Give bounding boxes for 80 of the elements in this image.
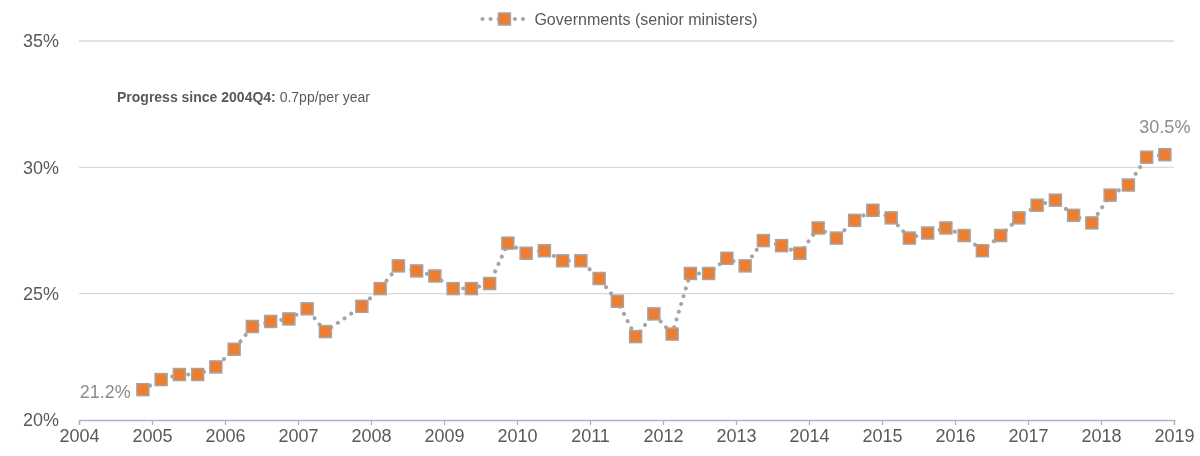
x-tick-label: 2006 [205,425,246,446]
point [993,228,1008,243]
point [683,266,698,281]
point [1139,150,1154,164]
point [884,211,898,225]
point [975,243,990,258]
x-tick-label: 2013 [716,425,757,446]
point [1121,178,1136,192]
x-tick-label: 2016 [935,425,976,446]
point [537,243,552,258]
point [1103,188,1117,202]
point [866,203,880,218]
point [318,324,333,339]
point [190,367,205,382]
point [1085,216,1099,230]
point [355,299,369,314]
y-tick-label: 30% [22,157,59,178]
legend-label: Governments (senior ministers) [534,11,758,28]
point [574,254,588,268]
y-tick-label: 35% [22,31,59,52]
point [793,246,807,260]
point [738,259,752,273]
point [701,266,716,281]
x-tick-label: 2015 [862,425,903,446]
point [263,314,278,329]
x-tick-label: 2018 [1081,425,1122,446]
point [209,360,223,374]
annotation: Progress since 2004Q4: 0.7pp/per year [117,89,371,105]
point [1066,208,1081,223]
point [300,302,314,316]
point [482,276,497,291]
point [829,231,844,245]
point [939,221,953,235]
point [245,319,260,334]
data-label: 30.5% [1139,116,1191,137]
x-tick-label: 2011 [571,425,610,446]
x-tick-label: 2017 [1008,425,1049,446]
point [501,236,515,250]
x-tick-label: 2012 [643,425,684,446]
point [172,367,187,382]
point [647,307,661,321]
point [920,226,935,240]
point [1048,193,1063,207]
x-tick-label: 2004 [59,425,100,446]
x-tick-label: 2019 [1154,425,1195,446]
point [428,269,442,283]
point [136,382,150,397]
x-tick-label: 2007 [278,425,319,446]
point [957,228,971,243]
point [1030,198,1044,212]
point [811,221,825,235]
point [373,281,387,296]
y-tick-label: 20% [22,410,59,431]
point [154,372,168,387]
point [628,329,643,344]
point [464,281,479,296]
point [1012,211,1026,225]
y-tick-label: 25% [22,283,59,304]
x-tick-label: 2009 [424,425,465,446]
point [774,238,789,253]
point [610,294,625,308]
point [519,246,533,260]
point [1158,147,1172,162]
point [409,264,424,278]
point [665,327,679,341]
point [756,233,771,248]
point [720,251,734,266]
point [391,259,406,273]
x-tick-label: 2005 [132,425,173,446]
point [592,271,606,286]
x-tick-label: 2010 [497,425,538,446]
x-tick-label: 2008 [351,425,392,446]
point [902,231,917,245]
data-label: 21.2% [79,381,131,402]
x-tick-label: 2014 [789,425,830,446]
point [446,281,460,296]
point [227,342,241,356]
point [847,213,862,228]
point [282,312,296,326]
point [555,254,570,268]
